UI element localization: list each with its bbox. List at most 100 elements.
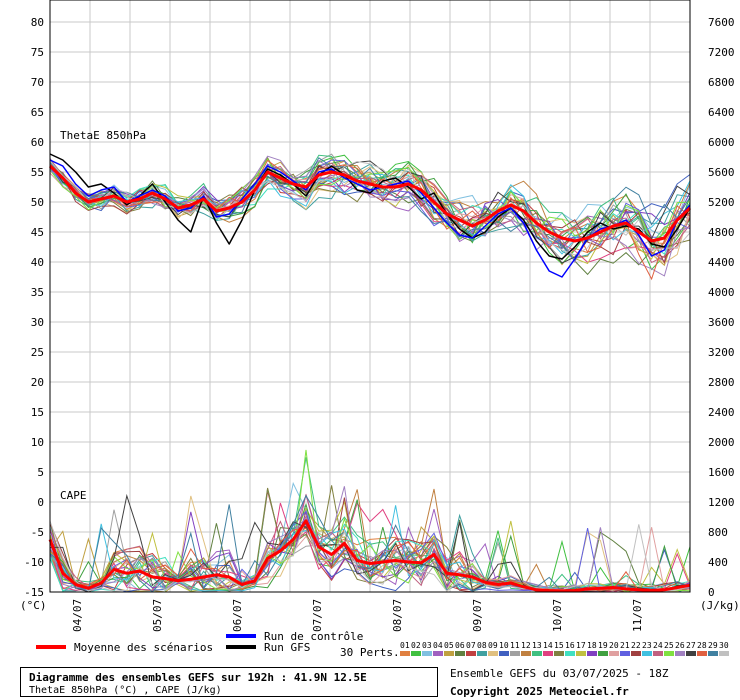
member-legend-number: 28 — [697, 641, 707, 650]
member-legend-swatch — [455, 651, 465, 656]
member-legend-number: 26 — [675, 641, 685, 650]
right-tick-label: 2000 — [708, 436, 735, 449]
member-legend-number: 10 — [499, 641, 509, 650]
main-series-lines — [48, 153, 692, 593]
x-tick-label: 08/07 — [391, 599, 404, 632]
left-axis-unit: (°C) — [20, 599, 47, 612]
member-line-cape — [49, 457, 691, 592]
member-legend-swatch — [620, 651, 630, 656]
member-legend-swatch — [576, 651, 586, 656]
member-legend-number: 06 — [455, 641, 465, 650]
x-tick-label: 11/07 — [631, 599, 644, 632]
member-legend-swatch — [708, 651, 718, 656]
right-tick-label: 6800 — [708, 76, 735, 89]
panel-label-cape: CAPE — [60, 489, 87, 502]
member-legend-number: 14 — [543, 641, 553, 650]
chart-title: Diagramme des ensembles GEFS sur 192h : … — [29, 671, 367, 684]
member-legend-swatch — [675, 651, 685, 656]
left-tick-label: 65 — [31, 106, 44, 119]
series-line — [49, 153, 691, 260]
right-tick-label: 6400 — [708, 106, 735, 119]
member-legend-number: 07 — [466, 641, 476, 650]
left-tick-label: 50 — [31, 196, 44, 209]
legend-perts-label: 30 Perts. — [340, 646, 400, 659]
left-tick-label: 5 — [37, 466, 44, 479]
member-legend-number: 01 — [400, 641, 410, 650]
member-legend-number: 12 — [521, 641, 531, 650]
member-legend-swatch — [554, 651, 564, 656]
member-legend-swatch — [565, 651, 575, 656]
member-legend-swatch — [433, 651, 443, 656]
x-axis-ticks: 04/07 05/07 06/07 07/07 08/07 09/07 10/07 11/07 — [71, 599, 644, 632]
x-tick-label: 04/07 — [71, 599, 84, 632]
member-legend-swatch — [686, 651, 696, 656]
left-tick-label: 0 — [37, 496, 44, 509]
member-line-cape — [49, 517, 691, 592]
member-legend-number: 15 — [554, 641, 564, 650]
right-tick-label: 4000 — [708, 286, 735, 299]
x-tick-label: 09/07 — [471, 599, 484, 632]
member-legend-number: 30 — [719, 641, 729, 650]
member-legend-swatch — [400, 651, 410, 656]
member-legend-swatch — [488, 651, 498, 656]
member-legend-number: 20 — [609, 641, 619, 650]
chart-subtitle: ThetaE 850hPa (°C) , CAPE (J/kg) — [29, 685, 222, 696]
left-tick-label: 60 — [31, 136, 44, 149]
member-legend-swatch — [477, 651, 487, 656]
right-axis-ticks: 7600720068006400600056005200480044004000… — [708, 16, 735, 599]
member-legend-number: 02 — [411, 641, 421, 650]
member-legend-number: 23 — [642, 641, 652, 650]
x-tick-label: 06/07 — [231, 599, 244, 632]
left-tick-label: 75 — [31, 46, 44, 59]
right-tick-label: 7200 — [708, 46, 735, 59]
member-legend-swatch — [664, 651, 674, 656]
member-legend-number: 05 — [444, 641, 454, 650]
plot-frame — [49, 0, 691, 593]
left-tick-label: 45 — [31, 226, 44, 239]
x-tick-label: 07/07 — [311, 599, 324, 632]
member-legend-swatch — [642, 651, 652, 656]
member-legend-number: 03 — [422, 641, 432, 650]
panel-label-thetae: ThetaE 850hPa — [60, 129, 146, 142]
member-legend-swatch — [543, 651, 553, 656]
series-line — [48, 519, 691, 593]
member-line-thetae — [49, 157, 691, 265]
member-legend-swatch — [598, 651, 608, 656]
left-tick-label: 15 — [31, 406, 44, 419]
left-tick-label: 40 — [31, 256, 44, 269]
member-legend-number: 21 — [620, 641, 630, 650]
member-legend-swatch — [466, 651, 476, 656]
member-line-cape — [50, 493, 691, 593]
right-tick-label: 6000 — [708, 136, 735, 149]
series-line — [48, 164, 692, 243]
left-tick-label: 30 — [31, 316, 44, 329]
x-tick-label: 05/07 — [151, 599, 164, 632]
left-tick-label: 80 — [31, 16, 44, 29]
member-legend-swatch — [587, 651, 597, 656]
right-tick-label: 5600 — [708, 166, 735, 179]
left-tick-label: -10 — [24, 556, 44, 569]
right-tick-label: 2800 — [708, 376, 735, 389]
member-legend-swatch — [532, 651, 542, 656]
x-tick-label: 10/07 — [551, 599, 564, 632]
member-line-cape — [49, 522, 691, 593]
left-tick-label: 70 — [31, 76, 44, 89]
member-line-thetae — [49, 158, 691, 264]
member-legend-swatch — [510, 651, 520, 656]
legend-control-label: Run de contrôle — [264, 630, 363, 643]
legend-mean-label: Moyenne des scénarios — [74, 641, 213, 654]
ensemble-run-label: Ensemble GEFS du 03/07/2025 - 18Z — [450, 667, 669, 680]
right-axis-unit: (J/kg) — [700, 599, 740, 612]
member-legend-number: 19 — [598, 641, 608, 650]
member-legend: 01 02 03 04 05 06 07 08 09 10 11 12 13 14 15 16 17 18 19 20… — [400, 641, 729, 656]
legend: Moyenne des scénarios Run de contrôle Ru… — [36, 630, 729, 659]
legend-gfs-label: Run GFS — [264, 641, 310, 654]
member-legend-swatch — [609, 651, 619, 656]
left-tick-label: 35 — [31, 286, 44, 299]
member-legend-number: 17 — [576, 641, 586, 650]
footer-title-box: Diagramme des ensembles GEFS sur 192h : … — [20, 667, 438, 697]
member-legend-swatch — [653, 651, 663, 656]
member-legend-number: 09 — [488, 641, 498, 650]
